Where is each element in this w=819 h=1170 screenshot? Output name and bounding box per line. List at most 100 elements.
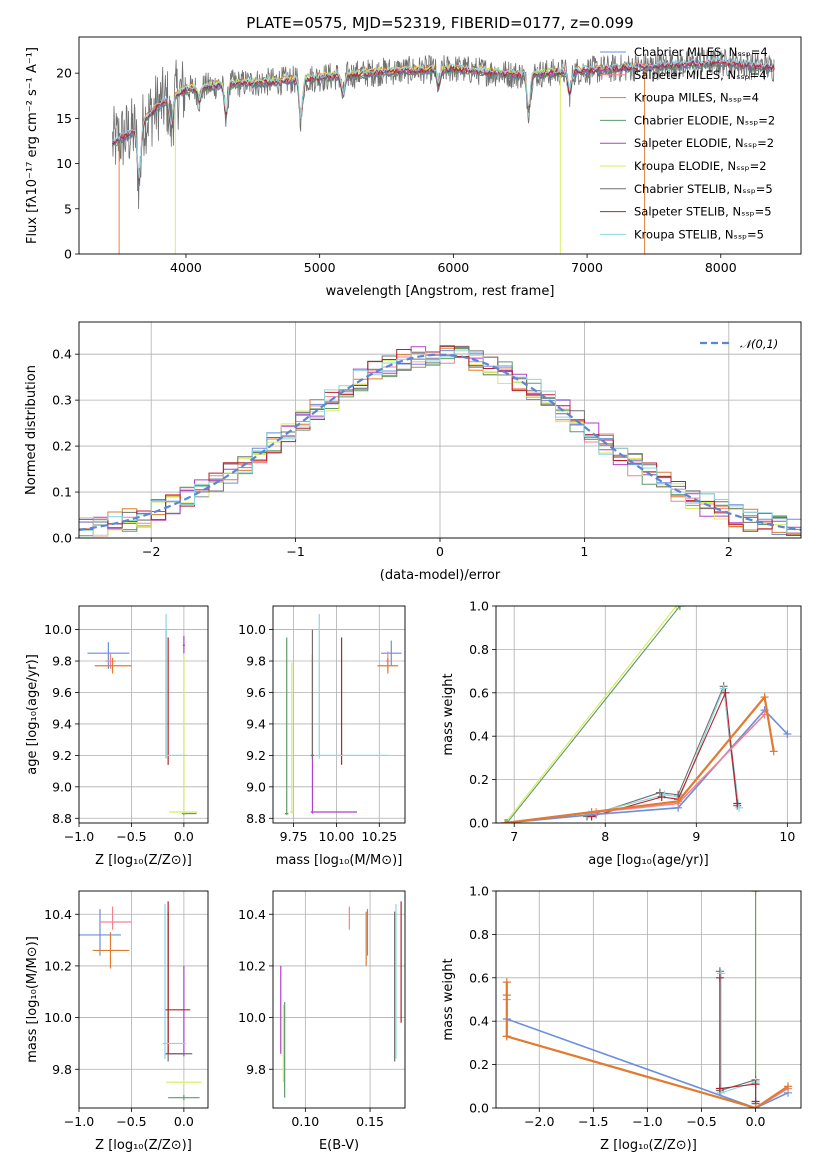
legend-entry: Chabrier STELIB, Nₛₛₚ=5: [634, 182, 773, 196]
y-axis-label: mass [log₁₀(M/M⊙)]: [25, 936, 40, 1063]
y-tick-label: 8.8: [246, 811, 266, 826]
spectrum-model-kroupa-elodie: [174, 62, 561, 254]
errorbar-point: [92, 932, 130, 969]
x-tick-label: −1: [286, 544, 304, 559]
y-tick-label: 0.4: [52, 347, 72, 362]
errorbar-point: [162, 903, 186, 1059]
y-tick-label: 10.4: [238, 907, 266, 922]
weight-marker: [657, 792, 666, 801]
weight-marker: [502, 991, 511, 1000]
x-tick-label: 10.25: [361, 829, 397, 844]
weight-marker: [751, 1104, 760, 1108]
legend-entry: Salpeter MILES, Nₛₛₚ=4: [634, 68, 767, 82]
plot-area-mass_weight_vs_age: [501, 606, 792, 823]
x-tick-label: 7: [510, 829, 518, 844]
x-tick-label: −1.0: [64, 1114, 94, 1129]
weight-marker: [735, 803, 744, 812]
y-axis-label: Normed distribution: [24, 365, 39, 495]
errorbar-point: [182, 635, 185, 654]
errorbar-point: [105, 653, 116, 669]
y-tick-label: 9.4: [246, 716, 266, 731]
plot-area-spectrum: [111, 48, 775, 254]
y-tick-label: 0.3: [52, 393, 72, 408]
figure-title: PLATE=0575, MJD=52319, FIBERID=0177, z=0…: [246, 14, 633, 32]
y-tick-label: 10: [56, 156, 72, 171]
x-tick-label: 9: [692, 829, 700, 844]
y-tick-label: 9.2: [246, 748, 266, 763]
weight-marker: [719, 684, 728, 693]
y-tick-label: 10.2: [238, 958, 266, 973]
legend-entry: 𝒩(0,1): [740, 337, 778, 351]
axes-mass_vs_EBV: 0.10 0.15 9.8 10.0 10.2 10.4 E(B-V): [238, 890, 406, 1153]
x-axis-label: mass [log₁₀(M/M⊙)]: [276, 853, 403, 868]
plot-area-mass_vs_EBV: [280, 901, 402, 1098]
y-tick-label: 5: [64, 201, 72, 216]
weight-marker: [501, 819, 510, 823]
plot-area-residuals: [79, 345, 801, 537]
x-tick-label: 10: [779, 829, 795, 844]
errorbar-point: [377, 657, 399, 674]
x-tick-label: 8: [601, 829, 609, 844]
errorbar-point: [310, 629, 315, 759]
y-tick-label: 0.8: [469, 642, 489, 657]
x-tick-label: 5000: [304, 260, 336, 275]
x-tick-label: 2: [725, 544, 733, 559]
grid-mass_vs_Z: [78, 891, 208, 1108]
errorbar-point: [285, 637, 289, 816]
x-tick-label: 8000: [705, 260, 737, 275]
weight-marker: [502, 978, 511, 987]
errorbar-point: [381, 640, 402, 666]
weight-marker: [715, 973, 724, 982]
weight-marker: [721, 688, 730, 697]
axes-spectrum: 4000 5000 6000 7000 8000 0 5 10 15 20 wavelength […: [25, 36, 802, 299]
x-tick-label: −0.5: [686, 1114, 716, 1129]
weight-marker: [502, 1032, 511, 1041]
x-tick-label: 0.15: [356, 1114, 384, 1129]
errorbar-point: [87, 642, 130, 669]
y-tick-label: 15: [56, 111, 72, 126]
weight-marker: [675, 606, 684, 610]
weight-marker: [769, 747, 778, 756]
weight-marker: [760, 693, 769, 702]
weight-marker: [502, 819, 511, 823]
axes-frame: [272, 890, 406, 1109]
errorbar-point: [165, 901, 191, 1054]
y-tick-label: 9.0: [246, 779, 266, 794]
spectrum-model-kroupa-stelib: [112, 56, 775, 179]
axes-frame: [272, 605, 406, 824]
y-tick-label: 9.8: [246, 1062, 266, 1077]
weight-marker: [587, 808, 596, 817]
x-tick-label: 0.0: [174, 829, 194, 844]
legend-entry: Kroupa STELIB, Nₛₛₚ=5: [634, 227, 764, 241]
y-tick-label: 0.0: [469, 1101, 489, 1116]
y-tick-label: 1.0: [469, 884, 489, 899]
errorbar-point: [94, 657, 132, 674]
x-tick-label: 4000: [170, 260, 202, 275]
legend-entry: Chabrier ELODIE, Nₛₛₚ=2: [634, 113, 775, 127]
errorbar-point: [167, 637, 170, 765]
y-axis-label: mass weight: [441, 958, 456, 1040]
axes-age_vs_Z: −1.0 −0.5 0.0 8.8 9.0 9.2 9.4 9.6 9.8 10.0 Z [log₁…: [25, 605, 209, 868]
axes-frame: [78, 36, 802, 255]
axes-age_vs_mass: 9.75 10.00 10.25 8.8 9.0 9.2 9.4 9.6 9.8 10.0 mass…: [238, 605, 406, 868]
weight-line-salpeter-stelib: [719, 977, 757, 1102]
weight-marker: [715, 1084, 724, 1093]
y-tick-label: 9.8: [52, 1062, 72, 1077]
x-tick-label: −0.5: [116, 1114, 146, 1129]
legend-entry: Chabrier MILES, Nₛₛₚ=4: [634, 45, 768, 59]
axes-mass_vs_Z: −1.0 −0.5 0.0 9.8 10.0 10.2 10.4 Z [log₁₀(Z/Z⊙)…: [25, 890, 209, 1153]
x-axis-label: Z [log₁₀(Z/Z⊙)]: [600, 1138, 697, 1153]
weight-marker: [751, 891, 760, 895]
y-tick-label: 10.0: [238, 622, 266, 637]
errorbar-point: [166, 1079, 202, 1085]
axes-frame: [78, 605, 209, 824]
weight-marker: [672, 606, 681, 610]
y-tick-label: 10.0: [44, 622, 72, 637]
y-axis-label: mass weight: [441, 673, 456, 755]
y-tick-label: 9.8: [52, 654, 72, 669]
y-tick-label: 0.6: [469, 970, 489, 985]
grid-age_vs_mass: [273, 606, 405, 823]
y-tick-label: 10.4: [44, 907, 72, 922]
weight-line-kroupa-stelib: [720, 973, 757, 1102]
